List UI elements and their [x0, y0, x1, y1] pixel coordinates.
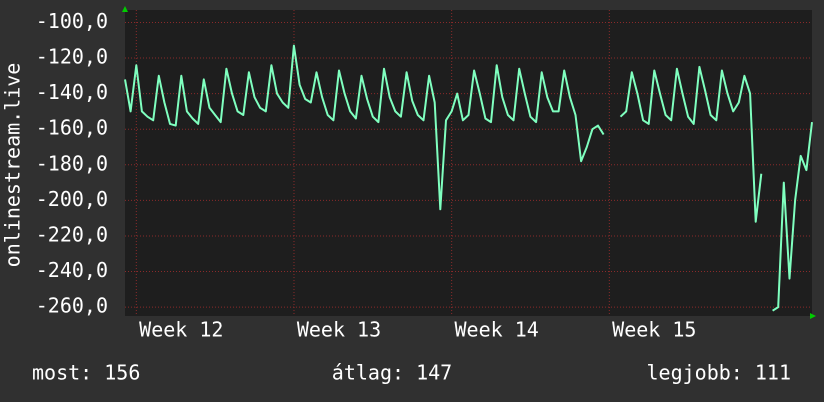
plot-area — [125, 10, 812, 316]
data-line — [124, 44, 813, 312]
x-tick-label: Week 13 — [297, 318, 381, 342]
x-tick-label: Week 12 — [139, 318, 223, 342]
y-tick-label: -140,0 — [36, 80, 108, 104]
y-axis-title: onlinestream.live — [1, 63, 25, 268]
y-tick-label: -260,0 — [36, 294, 108, 318]
y-tick-label: -180,0 — [36, 151, 108, 175]
y-tick-label: -220,0 — [36, 222, 108, 246]
axis-arrow — [810, 313, 816, 319]
y-tick-label: -200,0 — [36, 187, 108, 211]
stat-best: legjobb: 111 — [647, 361, 792, 385]
y-tick-label: -100,0 — [36, 9, 108, 33]
stat-current: most: 156 — [32, 361, 140, 385]
x-tick-label: Week 14 — [455, 318, 539, 342]
y-tick-label: -240,0 — [36, 258, 108, 282]
stat-average: átlag: 147 — [332, 361, 452, 385]
axis-arrow — [122, 6, 128, 12]
x-tick-label: Week 15 — [612, 318, 696, 342]
y-tick-label: -120,0 — [36, 45, 108, 69]
y-tick-label: -160,0 — [36, 116, 108, 140]
